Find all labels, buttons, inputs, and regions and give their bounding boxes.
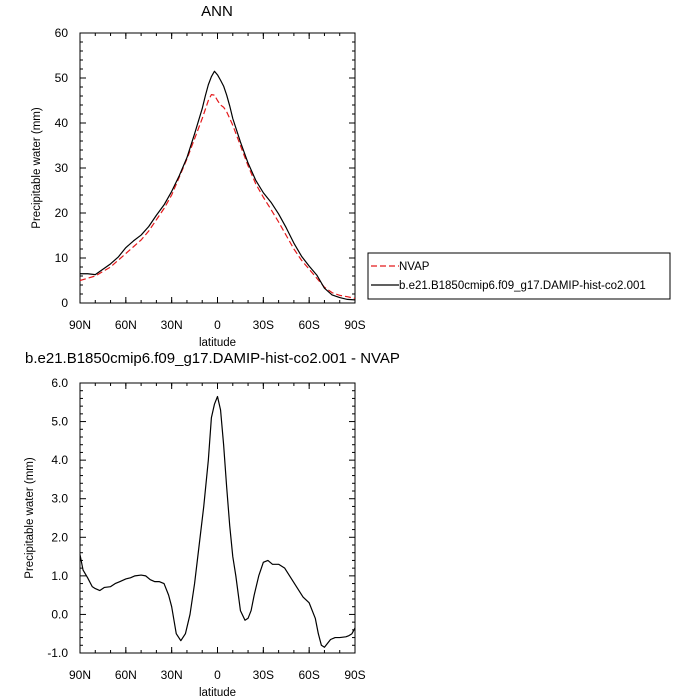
x-tick-label: 90N	[69, 668, 91, 682]
y-tick-label: -1.0	[47, 646, 68, 660]
x-tick-label: 60N	[115, 318, 137, 332]
series-line-0	[79, 94, 356, 300]
series-line-1	[80, 70, 356, 301]
x-tick-label: 30S	[253, 318, 274, 332]
legend-label-0: NVAP	[399, 261, 430, 273]
y-tick-label: 0.0	[51, 607, 68, 621]
plot-frame	[79, 32, 356, 304]
y-tick-label: 20	[55, 206, 69, 220]
legend-label-1: b.e21.B1850cmip6.f09_g17.DAMIP-hist-co2.…	[399, 280, 646, 292]
y-tick-label: 0	[61, 296, 68, 310]
x-tick-label: 30N	[161, 318, 183, 332]
y-tick-label: 40	[55, 116, 69, 130]
x-tick-label: 30S	[253, 668, 274, 682]
y-tick-label: 1.0	[51, 569, 68, 583]
x-tick-label: 30N	[161, 668, 183, 682]
x-tick-label: 90S	[344, 318, 365, 332]
y-tick-label: 3.0	[51, 492, 68, 506]
x-tick-label: 90S	[344, 668, 365, 682]
x-tick-label: 60N	[115, 668, 137, 682]
plot-frame	[79, 382, 356, 654]
x-tick-label: 0	[214, 668, 221, 682]
series-line-0	[79, 395, 356, 648]
y-tick-label: 2.0	[51, 530, 68, 544]
y-tick-label: 60	[55, 26, 69, 40]
x-tick-label: 90N	[69, 318, 91, 332]
y-axis-label: Precipitable water (mm)	[31, 107, 43, 229]
y-tick-label: 6.0	[51, 376, 68, 390]
y-tick-label: 10	[55, 251, 69, 265]
legend-box	[367, 252, 671, 300]
y-axis-label: Precipitable water (mm)	[24, 457, 36, 579]
top-panel: ANN 90N 60N 30N 0 30S 60S 90S 0 10 20 30 40 50 60 latit…	[31, 3, 671, 349]
chart-title: b.e21.B1850cmip6.f09_g17.DAMIP-hist-co2.…	[25, 350, 400, 367]
y-tick-label: 5.0	[51, 415, 68, 429]
x-axis-label: latitude	[199, 337, 236, 349]
y-tick-label: 4.0	[51, 453, 68, 467]
y-tick-label: 50	[55, 71, 69, 85]
x-axis-label: latitude	[199, 687, 236, 699]
y-tick-label: 30	[55, 161, 69, 175]
x-tick-label: 60S	[298, 668, 319, 682]
x-tick-label: 0	[214, 318, 221, 332]
bottom-panel: b.e21.B1850cmip6.f09_g17.DAMIP-hist-co2.…	[24, 350, 400, 699]
chart-title: ANN	[201, 3, 233, 20]
x-tick-label: 60S	[298, 318, 319, 332]
